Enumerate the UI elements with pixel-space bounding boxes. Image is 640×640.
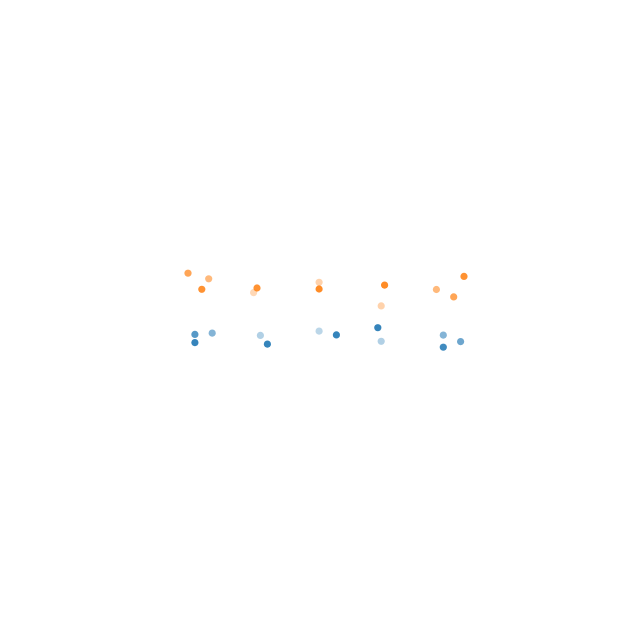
orange-point-12 <box>460 272 468 280</box>
blue-point-3 <box>208 329 216 337</box>
orange-point-6 <box>315 278 323 286</box>
blue-point-6 <box>315 327 323 335</box>
blue-point-9 <box>377 337 385 345</box>
blue-point-8 <box>374 324 382 332</box>
orange-point-8 <box>381 281 389 289</box>
blue-point-11 <box>439 343 447 351</box>
orange-point-7 <box>315 285 323 293</box>
blue-point-1 <box>191 330 199 338</box>
orange-point-1 <box>184 269 192 277</box>
orange-point-2 <box>205 275 213 283</box>
blue-point-5 <box>263 340 271 348</box>
orange-point-3 <box>198 285 206 293</box>
orange-point-11 <box>450 293 458 301</box>
orange-point-10 <box>432 285 440 294</box>
orange-point-9 <box>377 302 385 310</box>
blue-point-10 <box>439 331 447 339</box>
blue-point-2 <box>191 339 199 347</box>
points-layer <box>184 269 468 351</box>
orange-point-5 <box>253 284 261 292</box>
blue-point-4 <box>256 331 264 339</box>
blue-point-7 <box>332 331 340 339</box>
blue-point-12 <box>457 338 465 346</box>
